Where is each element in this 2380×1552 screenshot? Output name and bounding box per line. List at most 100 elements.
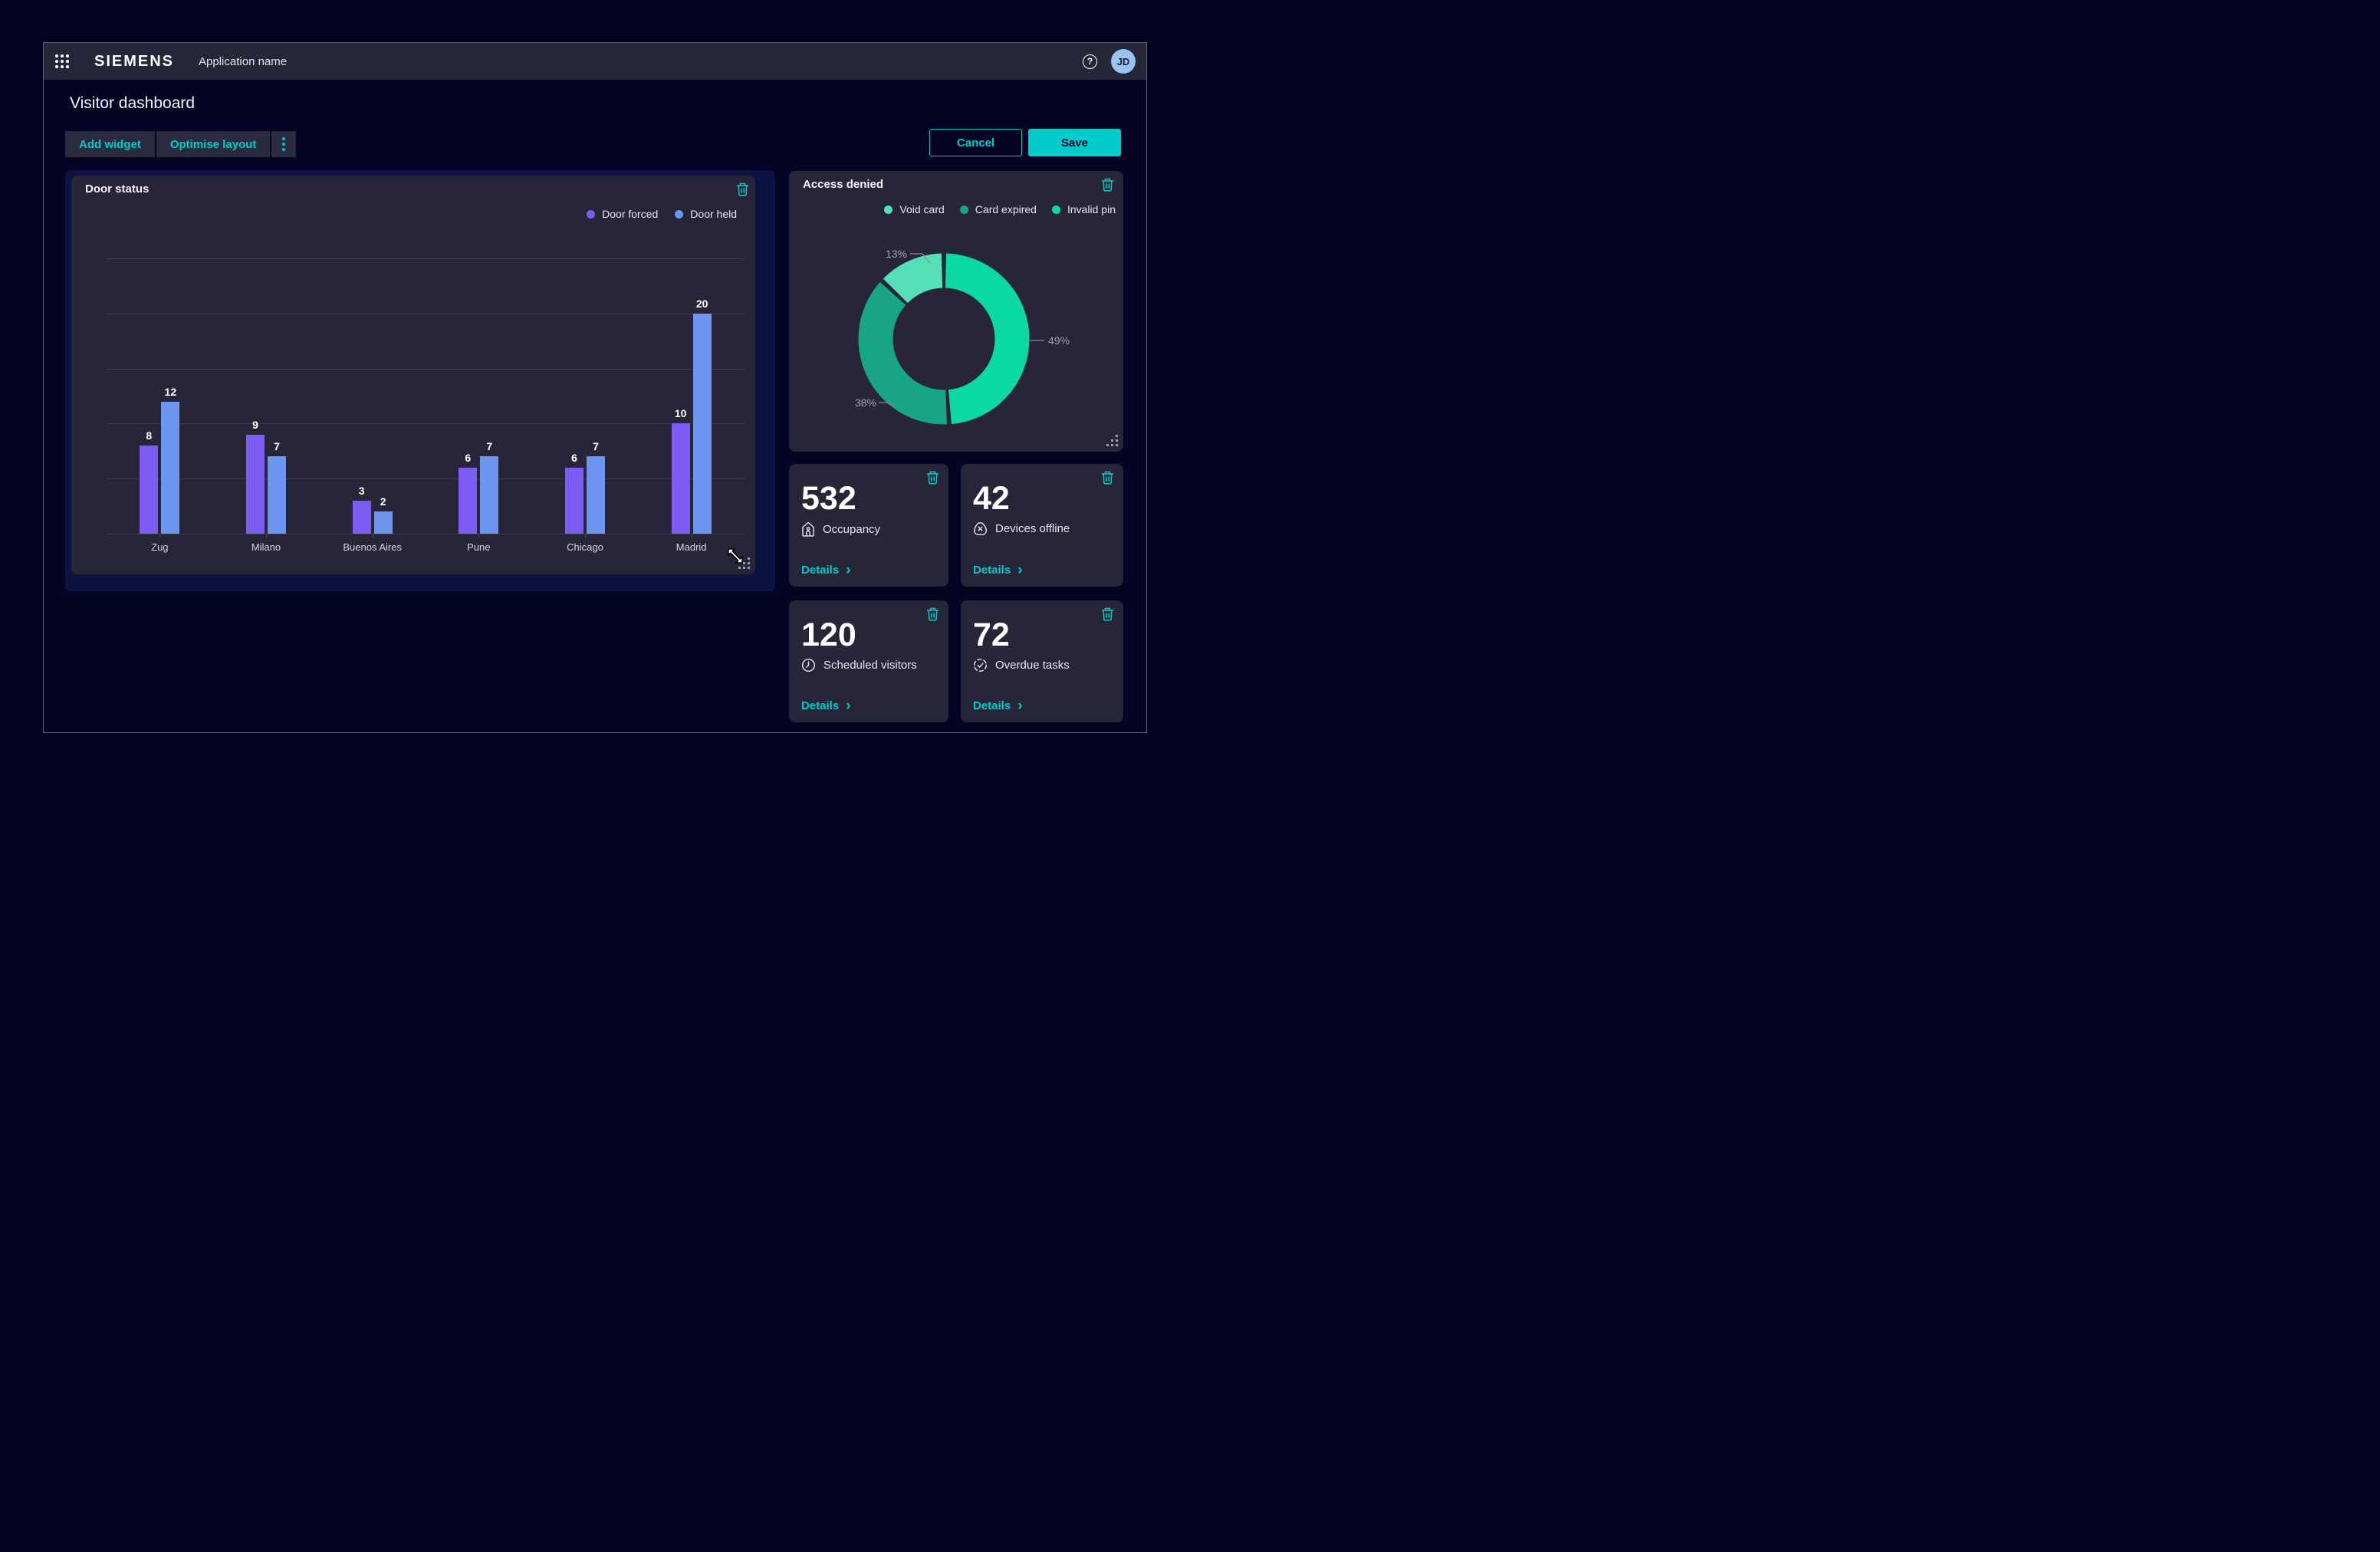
siemens-logo: SIEMENS: [94, 52, 175, 70]
bar-door-forced: [140, 446, 159, 534]
resize-cursor-icon: [728, 548, 743, 564]
bar-door-held: [373, 511, 393, 534]
legend-item-invalid-pin[interactable]: Invalid pin: [1051, 203, 1116, 215]
donut-chart: [858, 253, 1030, 425]
category-label: Zug: [151, 541, 169, 553]
avatar[interactable]: JD: [1111, 49, 1136, 74]
chevron-right-icon: ›: [846, 697, 851, 714]
chevron-right-icon: ›: [1017, 561, 1023, 578]
bar-value-label: 6: [465, 451, 472, 464]
kpi-card-devices-offline[interactable]: 42 Devices offline Details ›: [961, 464, 1123, 587]
bar-value-label: 6: [571, 451, 577, 464]
gridline: [107, 423, 745, 425]
details-link[interactable]: Details ›: [801, 561, 851, 578]
kpi-card-occupancy[interactable]: 532 Occupancy Details ›: [789, 464, 948, 587]
donut-slice-card-expired: [858, 253, 1030, 425]
gridline: [107, 258, 745, 259]
pie-legend: Void card Card expired Invalid pin: [884, 203, 1116, 215]
occupancy-icon: [802, 521, 814, 537]
delete-widget-icon[interactable]: [1101, 471, 1114, 485]
delete-widget-icon[interactable]: [1101, 178, 1114, 192]
more-options-button[interactable]: [271, 131, 297, 157]
axis-tick: [584, 534, 586, 538]
legend-item-void-card[interactable]: Void card: [884, 203, 945, 215]
app-header: SIEMENS Application name ? JD: [44, 43, 1146, 80]
widget-title: Access denied: [803, 178, 884, 191]
help-icon[interactable]: ?: [1083, 54, 1097, 69]
gridline: [107, 368, 745, 370]
door-status-widget-frame: Door status Door forced Door held 8 12: [65, 170, 775, 591]
bar-value-label: 3: [358, 484, 365, 497]
bar-chart: 8 12 Zug 9 7 Milano 3 2 Buenos Aires 6 7 Pune 6 7 Chic…: [107, 258, 745, 553]
app-launcher-button[interactable]: [44, 43, 81, 80]
kpi-label: Devices offline: [995, 522, 1070, 535]
donut-slice-invalid-pin: [858, 253, 1030, 425]
bar-value-label: 10: [674, 407, 687, 420]
legend-item-card-expired[interactable]: Card expired: [959, 203, 1037, 215]
chevron-right-icon: ›: [1017, 697, 1023, 714]
kebab-icon: [282, 137, 286, 151]
delete-widget-icon[interactable]: [926, 471, 939, 485]
legend-item-door-forced[interactable]: Door forced: [587, 208, 658, 220]
delete-widget-icon[interactable]: [926, 607, 939, 621]
bar-value-label: 20: [695, 297, 708, 310]
page-title: Visitor dashboard: [70, 94, 196, 112]
widget-title: Door status: [85, 182, 150, 196]
delete-widget-icon[interactable]: [736, 182, 749, 196]
app-window: SIEMENS Application name ? JD Visitor da…: [43, 42, 1147, 733]
bar-value-label: 7: [486, 440, 493, 453]
details-link[interactable]: Details ›: [973, 697, 1023, 714]
door-forced-swatch: [587, 209, 596, 219]
resize-handle-icon[interactable]: [738, 557, 751, 570]
invalid-pin-swatch: [1051, 205, 1060, 214]
bar-group-milano: 9 7 Milano: [213, 258, 320, 553]
kpi-label: Occupancy: [823, 522, 881, 536]
category-label: Chicago: [567, 541, 603, 553]
kpi-value: 72: [973, 617, 1010, 653]
door-status-widget[interactable]: Door status Door forced Door held 8 12: [71, 176, 755, 574]
gridline: [107, 478, 745, 480]
bar-door-forced: [245, 434, 265, 534]
access-denied-widget[interactable]: Access denied Void card Card expired Inv…: [789, 171, 1123, 452]
add-widget-button[interactable]: Add widget: [65, 131, 155, 157]
bar-door-held: [692, 313, 712, 534]
chevron-right-icon: ›: [846, 561, 851, 578]
action-buttons: Cancel Save: [929, 129, 1121, 156]
devices-offline-icon: [973, 522, 988, 535]
bar-value-label: 7: [274, 440, 280, 453]
pct-label-invalid-pin: 49%: [1048, 334, 1070, 347]
kpi-card-overdue-tasks[interactable]: 72 Overdue tasks Details ›: [961, 600, 1123, 722]
kpi-value: 532: [801, 480, 856, 517]
bar-door-held: [267, 456, 286, 534]
kpi-card-scheduled-visitors[interactable]: 120 Scheduled visitors Details ›: [789, 600, 948, 722]
bar-door-held: [586, 456, 605, 534]
void-card-swatch: [884, 205, 893, 214]
bar-value-label: 2: [380, 495, 386, 508]
edit-toolbar: Add widget Optimise layout: [65, 131, 297, 157]
bar-door-forced: [671, 423, 690, 534]
overdue-tasks-icon: [973, 658, 988, 672]
bar-value-label: 12: [164, 385, 177, 398]
bar-door-forced: [352, 500, 371, 534]
optimise-layout-button[interactable]: Optimise layout: [156, 131, 271, 157]
details-link[interactable]: Details ›: [801, 697, 851, 714]
bar-door-held: [480, 456, 499, 534]
save-button[interactable]: Save: [1028, 129, 1121, 156]
resize-handle-icon[interactable]: [1106, 435, 1119, 447]
pct-label-card-expired: 38%: [854, 396, 876, 409]
kpi-value: 42: [973, 480, 1010, 517]
delete-widget-icon[interactable]: [1101, 607, 1114, 621]
kpi-label: Overdue tasks: [995, 659, 1070, 672]
grid-launcher-icon: [55, 54, 69, 68]
kpi-value: 120: [801, 617, 856, 653]
legend-item-door-held[interactable]: Door held: [675, 208, 737, 220]
bar-door-forced: [564, 467, 583, 534]
category-label: Pune: [467, 541, 491, 553]
cancel-button[interactable]: Cancel: [929, 129, 1022, 156]
details-link[interactable]: Details ›: [973, 561, 1023, 578]
bar-group-madrid: 10 20 Madrid: [638, 258, 745, 553]
axis-tick: [265, 534, 267, 538]
category-label: Milano: [251, 541, 281, 553]
application-name: Application name: [199, 54, 288, 68]
bar-door-held: [161, 401, 180, 534]
